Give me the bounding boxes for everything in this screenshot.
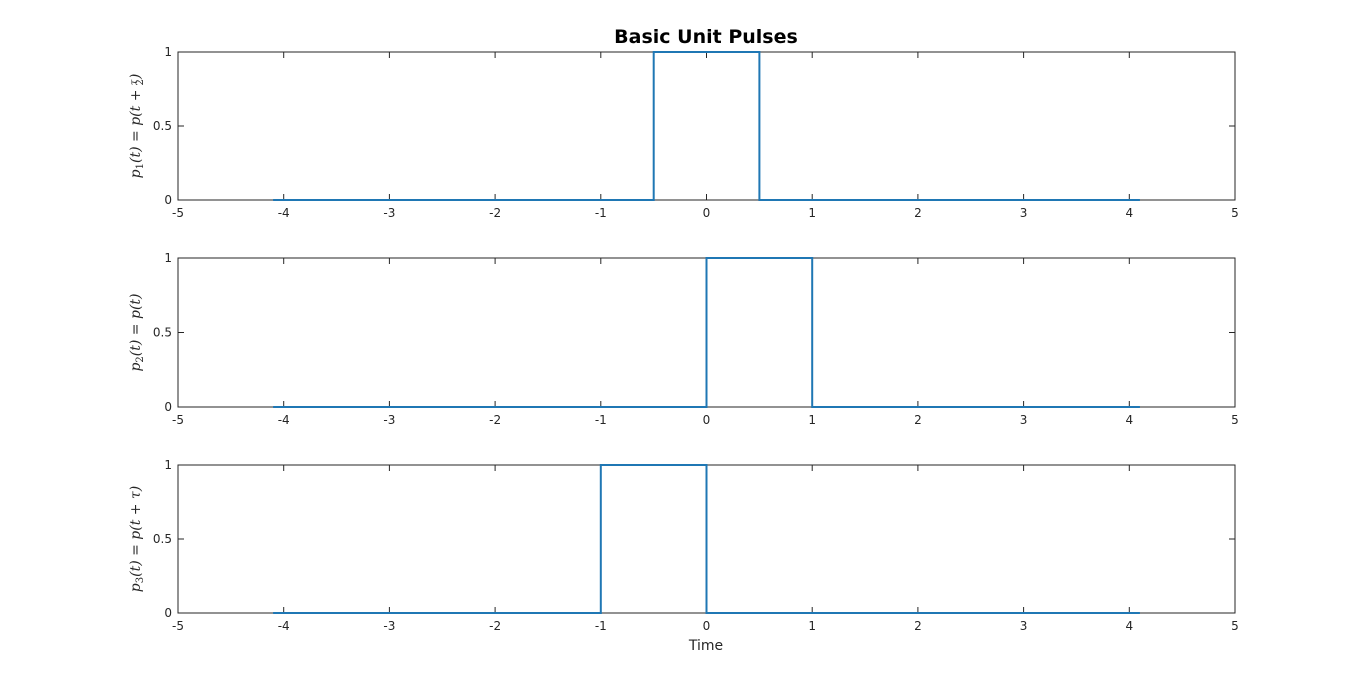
- figure-title: Basic Unit Pulses: [614, 26, 798, 48]
- pulse-line-2: [273, 257, 1140, 408]
- x-tick-label-1-2: -3: [383, 206, 395, 220]
- x-tick-label-3-10: 5: [1231, 619, 1239, 633]
- pulse-line-3: [273, 464, 1140, 614]
- x-tick-label-3-6: 1: [808, 619, 816, 633]
- x-tick-label-1-9: 4: [1125, 206, 1133, 220]
- x-tick-label-3-3: -2: [489, 619, 501, 633]
- x-tick-label-1-10: 5: [1231, 206, 1239, 220]
- x-tick-label-2-2: -3: [383, 413, 395, 427]
- y-tick-label-3-0: 0: [164, 606, 172, 620]
- x-axis-label: Time: [688, 638, 723, 654]
- x-tick-label-2-1: -4: [278, 413, 290, 427]
- subplot-3: -5 -4 -3 -2 -1 0 1 2 3 4 5 0 0.5 1 p3(t) = p(t + τ): [128, 458, 1239, 633]
- x-tick-label-1-3: -2: [489, 206, 501, 220]
- x-tick-label-2-5: 0: [703, 413, 711, 427]
- x-tick-label-2-3: -2: [489, 413, 501, 427]
- x-tick-label-1-4: -1: [595, 206, 607, 220]
- y-tick-label-1-1: 0.5: [153, 119, 172, 133]
- x-tick-label-2-10: 5: [1231, 413, 1239, 427]
- x-tick-label-3-9: 4: [1125, 619, 1133, 633]
- y-tick-label-3-2: 1: [164, 458, 172, 472]
- x-tick-label-3-4: -1: [595, 619, 607, 633]
- y-tick-label-1-2: 1: [164, 45, 172, 59]
- x-tick-label-2-4: -1: [595, 413, 607, 427]
- y-axis-label-3: p3(t) = p(t + τ): [128, 486, 146, 592]
- x-tick-label-2-9: 4: [1125, 413, 1133, 427]
- y-tick-label-1-0: 0: [164, 193, 172, 207]
- x-tick-label-1-7: 2: [914, 206, 922, 220]
- x-tick-label-3-5: 0: [703, 619, 711, 633]
- y-tick-label-2-1: 0.5: [153, 326, 172, 340]
- y-axis-label-2: p2(t) = p(t): [128, 293, 146, 371]
- subplot-2: -5 -4 -3 -2 -1 0 1 2 3 4 5 0 0.5 1 p2(t) = p(t): [128, 251, 1239, 427]
- x-tick-label-2-7: 2: [914, 413, 922, 427]
- x-tick-label-3-0: -5: [172, 619, 184, 633]
- y-tick-label-3-1: 0.5: [153, 532, 172, 546]
- x-tick-label-3-7: 2: [914, 619, 922, 633]
- y-axis-label-1: p1(t) = p(t + τ2): [128, 74, 146, 179]
- x-tick-label-1-1: -4: [278, 206, 290, 220]
- x-tick-label-3-1: -4: [278, 619, 290, 633]
- x-tick-label-1-0: -5: [172, 206, 184, 220]
- x-tick-label-1-8: 3: [1020, 206, 1028, 220]
- x-tick-label-2-8: 3: [1020, 413, 1028, 427]
- x-tick-label-2-0: -5: [172, 413, 184, 427]
- x-tick-label-1-5: 0: [703, 206, 711, 220]
- x-tick-label-2-6: 1: [808, 413, 816, 427]
- y-tick-label-2-2: 1: [164, 251, 172, 265]
- x-tick-label-3-8: 3: [1020, 619, 1028, 633]
- axes-box-1: [177, 51, 1236, 201]
- pulse-line-1: [273, 51, 1140, 201]
- x-tick-label-3-2: -3: [383, 619, 395, 633]
- x-tick-label-1-6: 1: [808, 206, 816, 220]
- y-tick-label-2-0: 0: [164, 400, 172, 414]
- subplot-1: -5 -4 -3 -2 -1 0 1 2 3 4 5 0 0.5 1 p1(t) = p(t + τ2): [128, 45, 1239, 220]
